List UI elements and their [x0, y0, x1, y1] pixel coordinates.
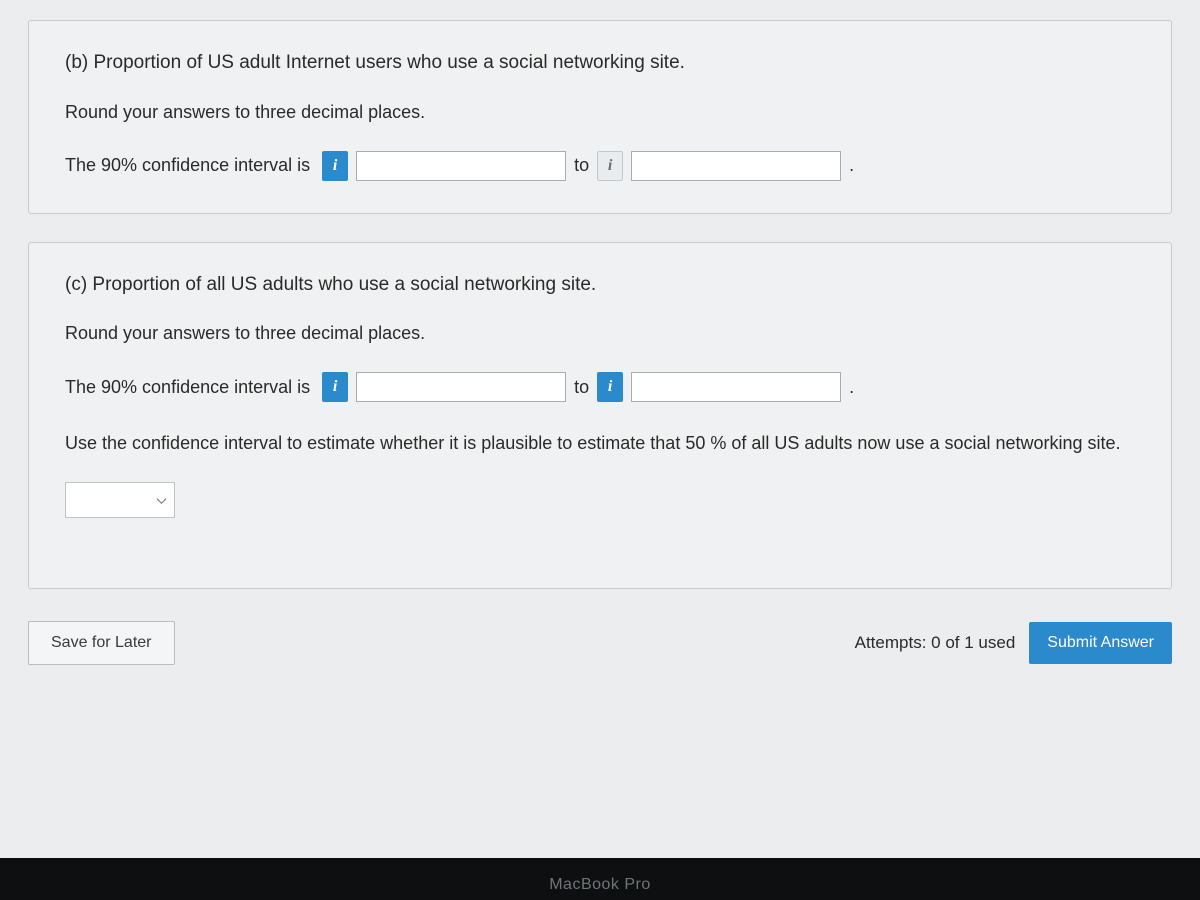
device-label: MacBook Pro: [549, 876, 651, 894]
save-for-later-button[interactable]: Save for Later: [28, 621, 175, 665]
question-c-prompt: (c) Proportion of all US adults who use …: [65, 271, 1135, 300]
period-b: .: [849, 155, 854, 176]
question-c-answer-row: The 90% confidence interval is i to i .: [65, 372, 1135, 402]
ci-lead-text-c: The 90% confidence interval is: [65, 377, 310, 398]
plausibility-select[interactable]: [65, 482, 175, 518]
info-icon[interactable]: i: [597, 372, 623, 402]
assessment-screen: (b) Proportion of US adult Internet user…: [0, 0, 1200, 900]
question-b-answer-row: The 90% confidence interval is i to i .: [65, 151, 1135, 181]
question-c-instruction: Round your answers to three decimal plac…: [65, 323, 1135, 344]
ci-upper-input-b[interactable]: [631, 151, 841, 181]
period-c: .: [849, 377, 854, 398]
ci-lead-text-b: The 90% confidence interval is: [65, 155, 310, 176]
info-icon[interactable]: i: [322, 372, 348, 402]
question-panel-c: (c) Proportion of all US adults who use …: [28, 242, 1172, 589]
ci-lower-input-b[interactable]: [356, 151, 566, 181]
submit-answer-button[interactable]: Submit Answer: [1029, 622, 1172, 664]
question-b-prompt: (b) Proportion of US adult Internet user…: [65, 49, 1135, 78]
plausibility-select-wrap: [65, 482, 175, 518]
question-panel-b: (b) Proportion of US adult Internet user…: [28, 20, 1172, 214]
info-icon[interactable]: i: [597, 151, 623, 181]
footer-row: Save for Later Attempts: 0 of 1 used Sub…: [28, 617, 1172, 681]
to-text-b: to: [574, 155, 589, 176]
footer-right-group: Attempts: 0 of 1 used Submit Answer: [855, 622, 1172, 664]
to-text-c: to: [574, 377, 589, 398]
attempts-label: Attempts: 0 of 1 used: [855, 633, 1016, 653]
ci-upper-input-c[interactable]: [631, 372, 841, 402]
question-b-instruction: Round your answers to three decimal plac…: [65, 102, 1135, 123]
ci-lower-input-c[interactable]: [356, 372, 566, 402]
question-c-followup: Use the confidence interval to estimate …: [65, 430, 1135, 458]
info-icon[interactable]: i: [322, 151, 348, 181]
